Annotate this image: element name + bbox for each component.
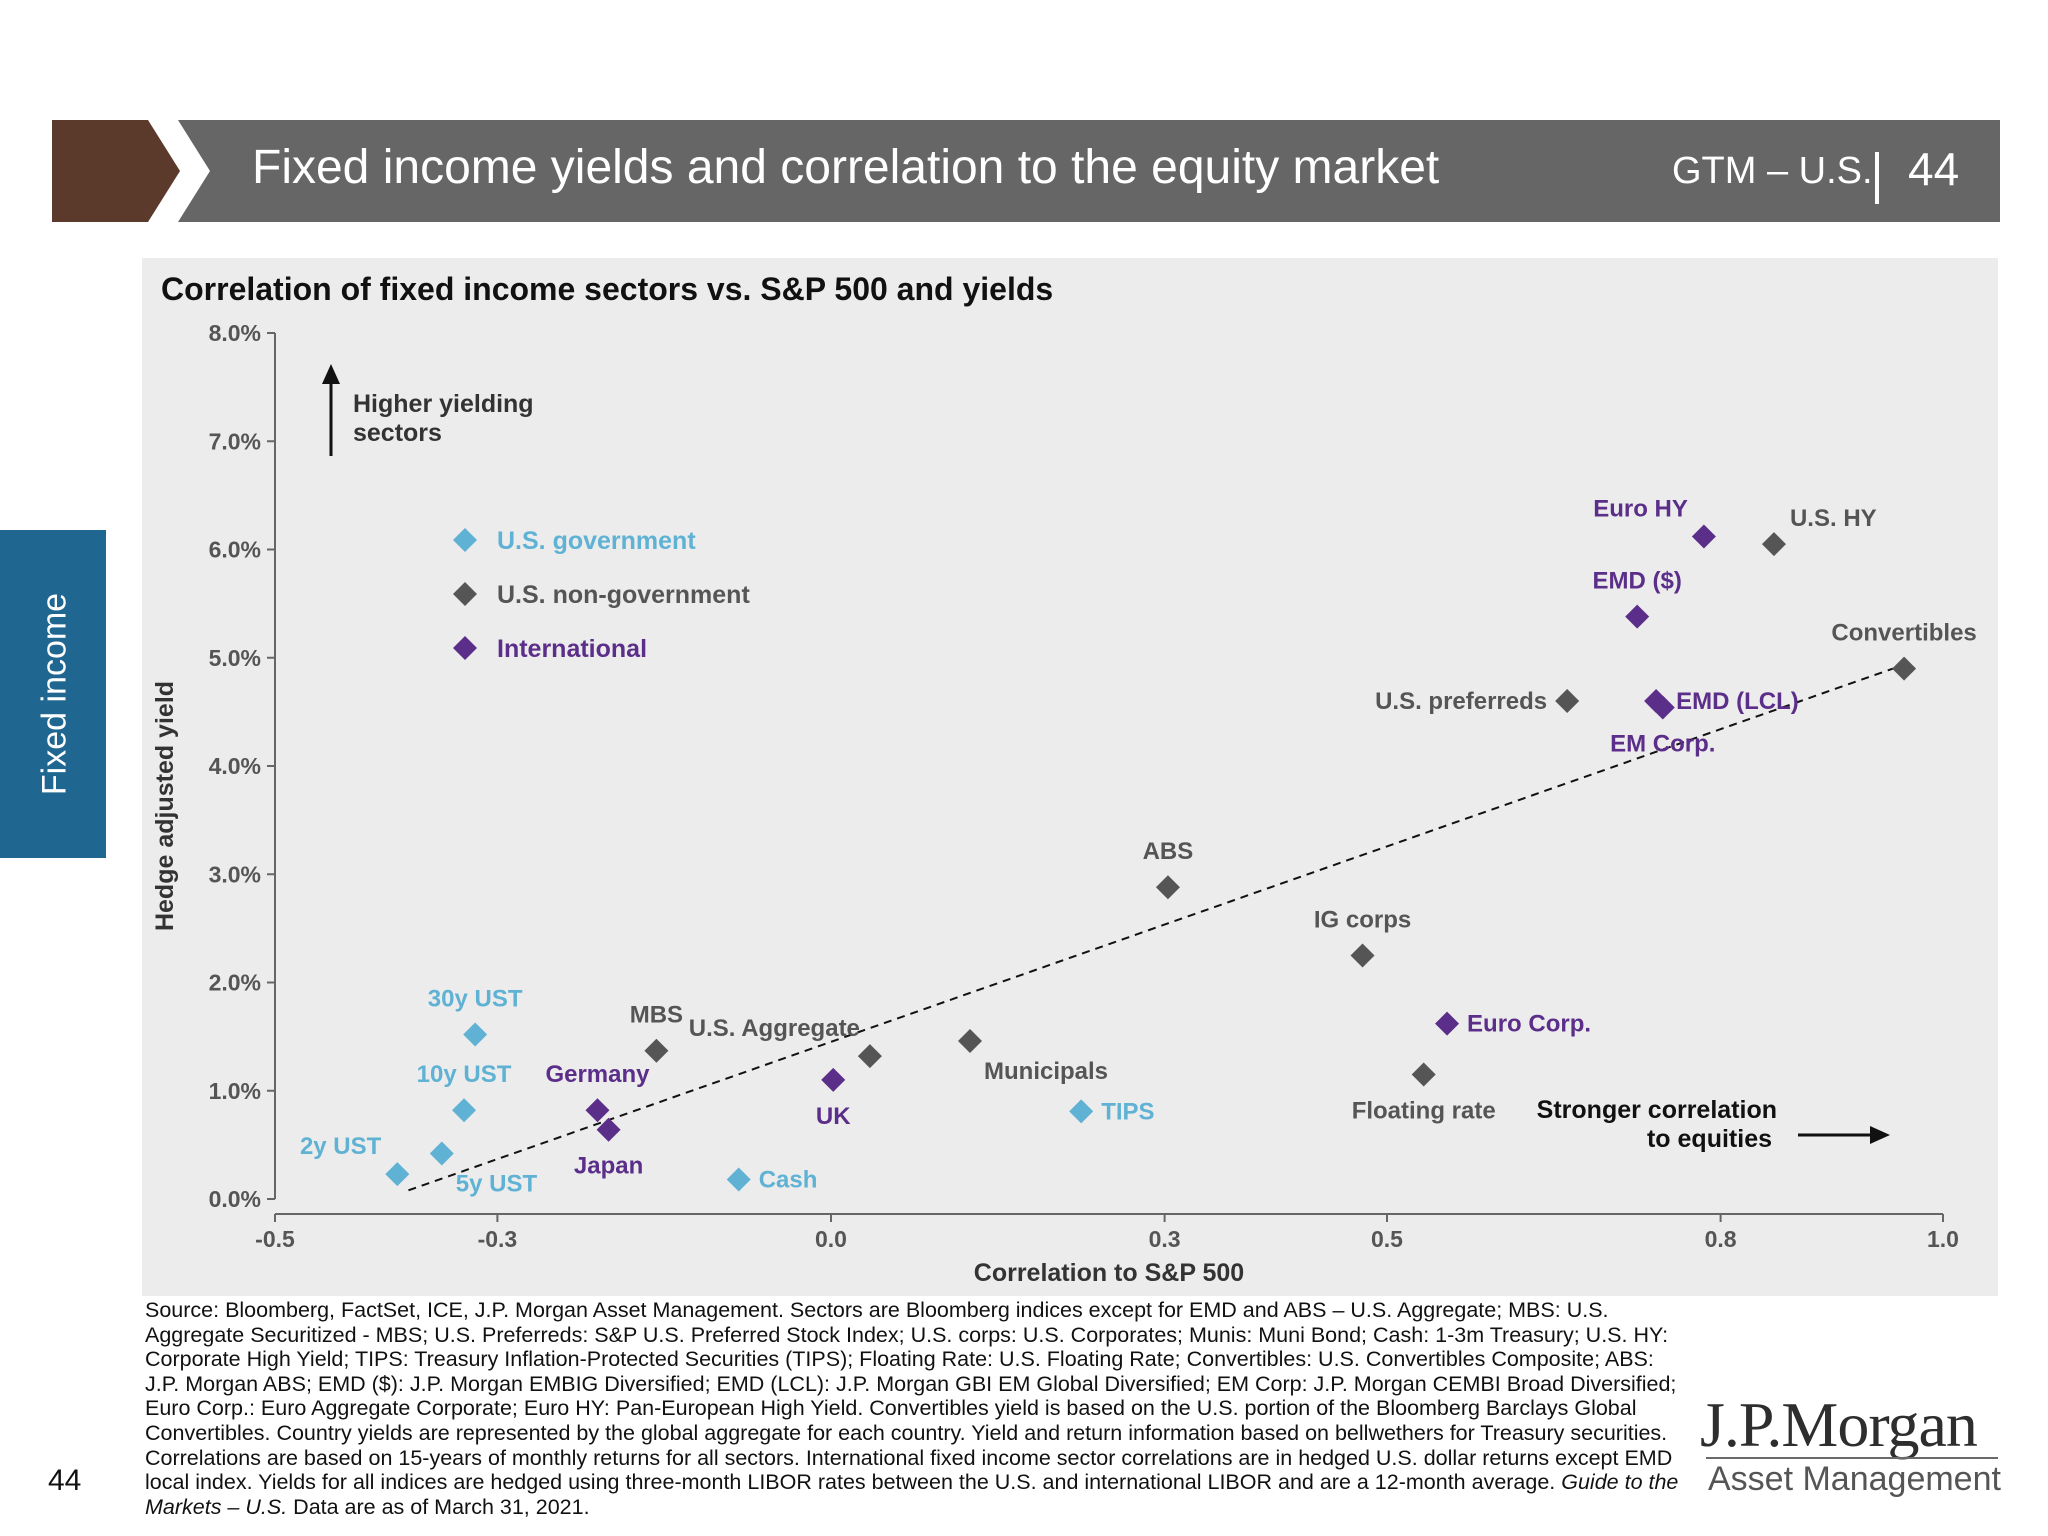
x-tick-label: -0.5 <box>255 1226 295 1252</box>
point-germany <box>585 1098 610 1123</box>
point-cash <box>726 1167 751 1192</box>
point-municipals <box>958 1028 982 1053</box>
point-30y-ust <box>463 1022 488 1047</box>
point-label-ig-corps: IG corps <box>1314 906 1411 933</box>
header-divider <box>1875 152 1879 204</box>
point-label-5y-ust: 5y UST <box>456 1171 538 1198</box>
footnote-guide-title: Guide to the Markets – U.S. <box>145 1470 1679 1519</box>
page-title: Fixed income yields and correlation to t… <box>252 141 1440 194</box>
y-tick-label: 5.0% <box>209 645 261 671</box>
point-mbs <box>644 1038 669 1063</box>
point-emd <box>1625 604 1650 629</box>
y-tick-label: 6.0% <box>209 537 261 563</box>
point-japan <box>596 1117 621 1142</box>
annotation-right-arrow-head <box>1870 1126 1890 1144</box>
logo-subtitle: Asset Management <box>1708 1460 2001 1498</box>
point-floating-rate <box>1411 1062 1436 1087</box>
x-axis-title: Correlation to S&P 500 <box>974 1259 1244 1287</box>
point-label-uk: UK <box>816 1103 851 1130</box>
point-label-emd: EMD ($) <box>1593 568 1682 595</box>
annotation-higher-yield-line: sectors <box>353 419 442 447</box>
x-tick-label: 0.8 <box>1705 1226 1737 1252</box>
point-10y-ust <box>452 1098 477 1123</box>
x-tick-label: 0.5 <box>1371 1226 1403 1252</box>
footnote-main: Source: Bloomberg, FactSet, ICE, J.P. Mo… <box>145 1298 1677 1495</box>
point-label-germany: Germany <box>545 1061 650 1088</box>
point-label-convertibles: Convertibles <box>1831 620 1976 647</box>
section-tab[interactable] <box>0 530 106 858</box>
x-tick-label: 1.0 <box>1927 1226 1959 1252</box>
y-axis-title: Hedge adjusted yield <box>151 681 179 931</box>
point-label-u-s-aggregate: U.S. Aggregate <box>689 1015 860 1042</box>
point-euro-corp <box>1435 1011 1460 1036</box>
y-tick-label: 8.0% <box>209 320 261 346</box>
series-label: GTM – U.S. <box>1672 150 1873 192</box>
point-label-tips: TIPS <box>1101 1098 1154 1125</box>
point-label-emd-lcl: EMD (LCL) <box>1676 688 1799 715</box>
point-uk <box>821 1067 846 1092</box>
point-convertibles <box>1892 656 1917 681</box>
point-euro-hy <box>1691 524 1716 549</box>
point-u-s-aggregate <box>857 1044 882 1069</box>
x-tick-label: 0.3 <box>1149 1226 1181 1252</box>
scatter-chart: 0.0% 1.0% 2.0% 3.0% 4.0% 5.0% 6.0% 7.0% 8.0% -0.5… <box>151 320 1977 1287</box>
legend-label-u-s-non-government: U.S. non-government <box>497 581 750 609</box>
y-tick-label: 0.0% <box>209 1186 261 1212</box>
point-label-cash: Cash <box>759 1167 818 1194</box>
legend-marker-u-s-non-government <box>453 582 477 606</box>
legend-label-international: International <box>497 635 647 663</box>
y-tick-label: 1.0% <box>209 1078 261 1104</box>
point-label-30y-ust: 30y UST <box>428 985 523 1012</box>
legend-marker-international <box>453 636 477 660</box>
y-tick-label: 2.0% <box>209 970 261 996</box>
y-tick-label: 3.0% <box>209 861 261 887</box>
point-abs <box>1155 875 1180 900</box>
annotation-up-arrow-head <box>322 364 340 384</box>
chart-panel <box>142 258 1998 1296</box>
point-u-s-hy <box>1761 532 1786 557</box>
point-label-em-corp: EM Corp. <box>1610 731 1715 758</box>
point-label-abs: ABS <box>1143 838 1194 865</box>
annotation-higher-yield-line: Higher yielding <box>353 390 534 418</box>
source-footnote: Source: Bloomberg, FactSet, ICE, J.P. Mo… <box>145 1298 1690 1519</box>
legend-marker-u-s-government <box>453 528 477 552</box>
point-5y-ust <box>429 1141 454 1166</box>
trend-line <box>408 667 1894 1192</box>
header-bar <box>178 120 2000 222</box>
point-label-municipals: Municipals <box>984 1058 1108 1085</box>
point-2y-ust <box>385 1162 410 1187</box>
point-label-u-s-preferreds: U.S. preferreds <box>1375 688 1547 715</box>
point-label-10y-ust: 10y UST <box>417 1061 512 1088</box>
point-em-corp <box>1650 695 1675 720</box>
y-tick-label: 4.0% <box>209 753 261 779</box>
x-tick-label: 0.0 <box>815 1226 847 1252</box>
chart-title: Correlation of fixed income sectors vs. … <box>161 271 1054 307</box>
point-tips <box>1069 1099 1094 1124</box>
point-label-japan: Japan <box>574 1153 643 1180</box>
point-u-s-preferreds <box>1555 689 1580 714</box>
page-number: 44 <box>48 1464 82 1497</box>
header-page-number: 44 <box>1908 143 1960 195</box>
point-label-floating-rate: Floating rate <box>1352 1098 1496 1125</box>
jpmorgan-logo: J.P.Morgan <box>1700 1389 1978 1460</box>
annotation-correlation-line: Stronger correlation <box>1537 1096 1777 1124</box>
header-accent-chevron <box>52 120 180 222</box>
point-label-2y-ust: 2y UST <box>300 1133 382 1160</box>
point-label-mbs: MBS <box>630 1002 683 1029</box>
legend-label-u-s-government: U.S. government <box>497 527 696 555</box>
x-tick-label: -0.3 <box>478 1226 518 1252</box>
point-ig-corps <box>1350 943 1375 968</box>
footnote-date: Data are as of March 31, 2021. <box>287 1494 590 1519</box>
y-tick-label: 7.0% <box>209 428 261 454</box>
annotation-correlation-line: to equities <box>1647 1125 1772 1153</box>
point-label-euro-corp: Euro Corp. <box>1467 1011 1591 1038</box>
point-label-u-s-hy: U.S. HY <box>1790 505 1877 532</box>
logo-rule <box>1706 1457 1998 1459</box>
point-label-euro-hy: Euro HY <box>1593 496 1688 523</box>
